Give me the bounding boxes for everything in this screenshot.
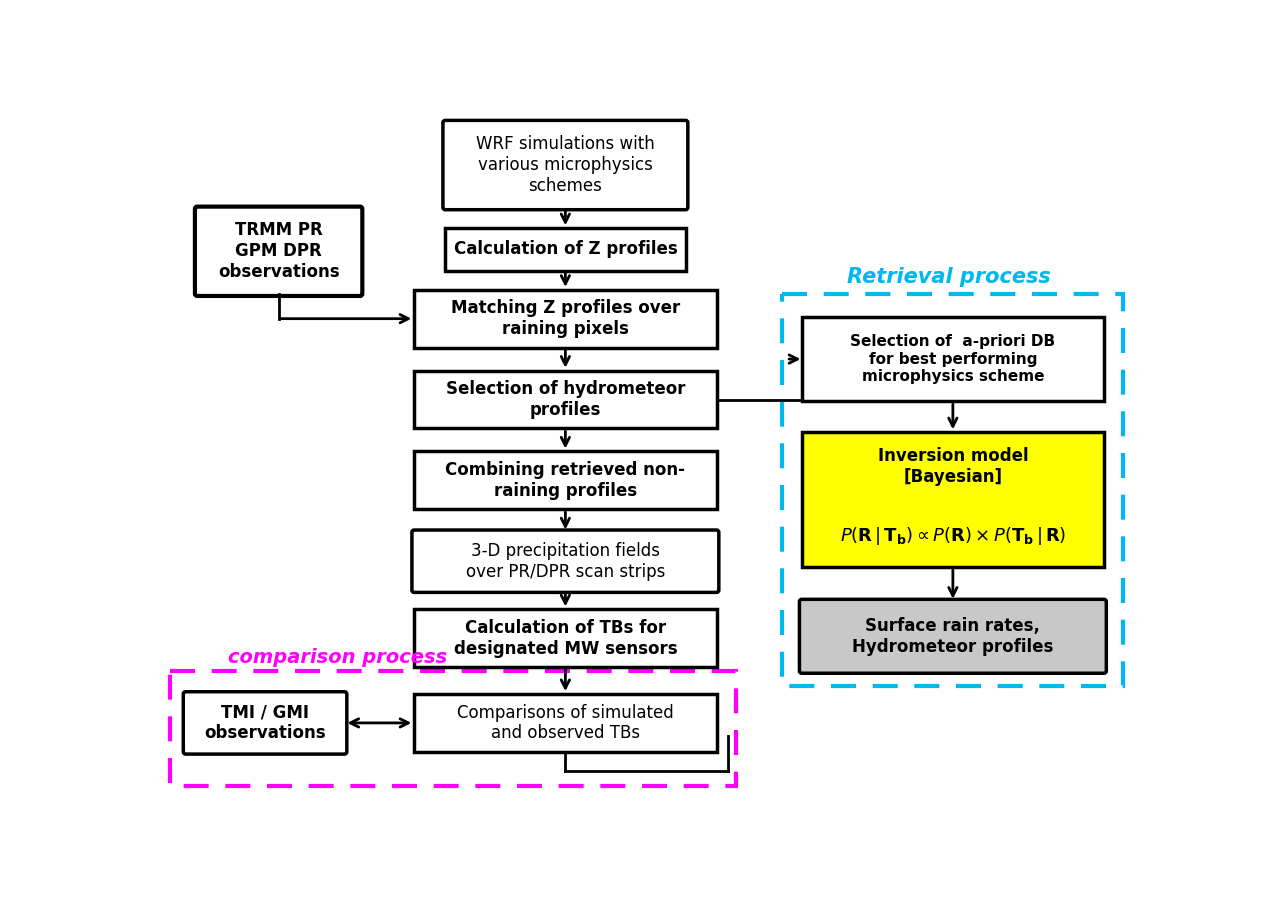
- Text: Calculation of TBs for
designated MW sensors: Calculation of TBs for designated MW sen…: [454, 619, 677, 658]
- Text: WRF simulations with
various microphysics
schemes: WRF simulations with various microphysic…: [476, 135, 654, 195]
- Text: 3-D precipitation fields
over PR/DPR scan strips: 3-D precipitation fields over PR/DPR sca…: [465, 541, 664, 580]
- Text: $P(\mathbf{R}\,|\,\mathbf{T_b}) \propto P(\mathbf{R}) \times P(\mathbf{T_b}\,|\,: $P(\mathbf{R}\,|\,\mathbf{T_b}) \propto …: [839, 525, 1066, 547]
- Text: TMI / GMI
observations: TMI / GMI observations: [204, 704, 326, 742]
- FancyBboxPatch shape: [799, 600, 1106, 673]
- FancyBboxPatch shape: [415, 694, 716, 752]
- FancyBboxPatch shape: [195, 207, 363, 296]
- FancyBboxPatch shape: [415, 371, 716, 428]
- FancyBboxPatch shape: [443, 121, 687, 210]
- FancyBboxPatch shape: [801, 433, 1104, 567]
- FancyBboxPatch shape: [415, 290, 716, 347]
- FancyBboxPatch shape: [415, 452, 716, 509]
- FancyBboxPatch shape: [184, 692, 347, 754]
- Text: comparison process: comparison process: [228, 648, 448, 667]
- FancyBboxPatch shape: [801, 317, 1104, 402]
- Text: Selection of hydrometeor
profiles: Selection of hydrometeor profiles: [445, 380, 685, 419]
- Text: Selection of  a-priori DB
for best performing
microphysics scheme: Selection of a-priori DB for best perfor…: [851, 334, 1055, 384]
- Text: Surface rain rates,
Hydrometeor profiles: Surface rain rates, Hydrometeor profiles: [852, 617, 1054, 656]
- Text: Inversion model
[Bayesian]: Inversion model [Bayesian]: [877, 447, 1028, 486]
- Text: Matching Z profiles over
raining pixels: Matching Z profiles over raining pixels: [450, 299, 680, 338]
- Text: TRMM PR
GPM DPR
observations: TRMM PR GPM DPR observations: [218, 221, 340, 281]
- Text: Combining retrieved non-
raining profiles: Combining retrieved non- raining profile…: [445, 461, 686, 500]
- Text: Comparisons of simulated
and observed TBs: Comparisons of simulated and observed TB…: [456, 704, 673, 742]
- FancyBboxPatch shape: [412, 530, 719, 592]
- FancyBboxPatch shape: [445, 229, 686, 270]
- Text: Calculation of Z profiles: Calculation of Z profiles: [454, 240, 677, 258]
- Text: Retrieval process: Retrieval process: [847, 267, 1051, 287]
- FancyBboxPatch shape: [415, 610, 716, 667]
